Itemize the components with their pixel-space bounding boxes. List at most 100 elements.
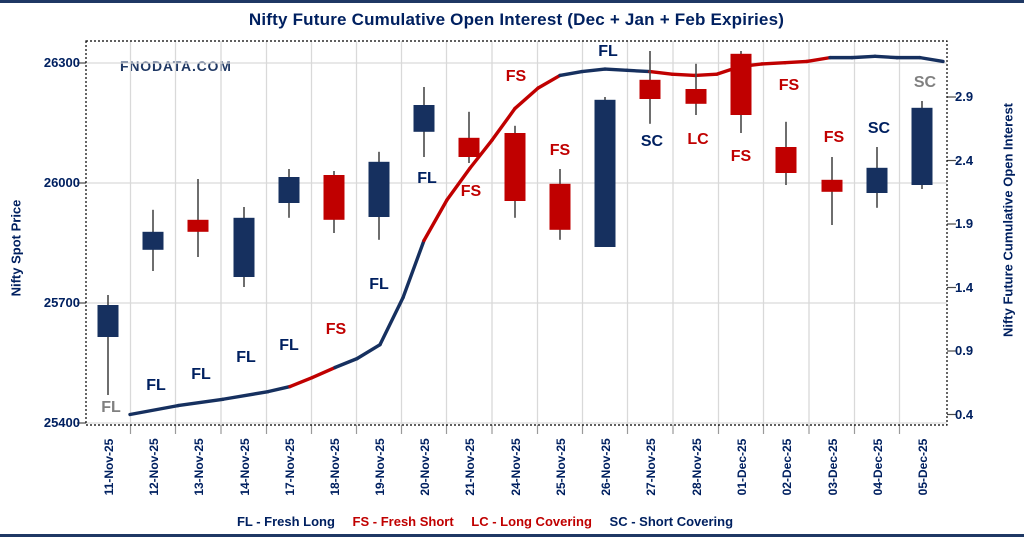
oi-line-segment	[850, 54, 877, 60]
oi-line-segment	[422, 198, 449, 243]
candle-body	[142, 231, 164, 250]
plot-border	[85, 40, 948, 426]
oi-line-segment	[693, 72, 719, 78]
candle-body	[594, 99, 616, 247]
oi-line-segment	[310, 365, 337, 380]
date-label-24-Nov-25: 24-Nov-25	[509, 438, 523, 496]
date-label-25-Nov-25: 25-Nov-25	[554, 438, 568, 496]
right-axis-label-2.9: 2.9	[955, 89, 974, 104]
date-label-13-Nov-25: 13-Nov-25	[192, 438, 206, 496]
oi-line-segment	[536, 73, 562, 90]
candle-body	[911, 107, 933, 185]
candle-tag-26-Nov-25: FL	[598, 43, 618, 60]
candle-tag-17-Nov-25: FL	[279, 337, 299, 354]
date-label-02-Dec-25: 02-Dec-25	[780, 438, 794, 496]
candle-body	[730, 53, 752, 115]
candle-tag-01-Dec-25: FS	[730, 148, 752, 165]
left-axis-label-25700: 25700	[43, 295, 80, 310]
left-axis-title: Nifty Spot Price	[8, 199, 24, 297]
candle-body	[278, 177, 300, 203]
candle-body	[866, 167, 888, 193]
candle-body	[685, 89, 707, 104]
left-axis-label-25400: 25400	[43, 415, 80, 430]
right-axis-label-0.4: 0.4	[955, 406, 974, 422]
oi-line-segment	[288, 375, 314, 389]
date-label-17-Nov-25: 17-Nov-25	[283, 438, 297, 496]
oi-line-segment	[401, 238, 426, 300]
oi-line-segment	[670, 72, 697, 78]
date-label-04-Dec-25: 04-Dec-25	[871, 438, 885, 496]
candle-tag-04-Dec-25: SC	[867, 120, 891, 137]
right-axis-label-2.4: 2.4	[955, 152, 974, 168]
legend-item-fresh-short: FS - Fresh Short	[352, 514, 454, 529]
oi-line-segment	[355, 342, 382, 361]
oi-line-segment	[266, 384, 292, 394]
oi-line-segment	[128, 403, 180, 417]
candle-tag-19-Nov-25: FL	[369, 276, 389, 293]
oi-line-segment	[333, 356, 359, 370]
right-axis-label-0.9: 0.9	[955, 343, 974, 358]
oi-line-segment	[805, 55, 832, 64]
date-label-19-Nov-25: 19-Nov-25	[373, 438, 387, 496]
date-label-01-Dec-25: 01-Dec-25	[735, 438, 749, 496]
oi-line-segment	[603, 67, 629, 73]
candle-body	[368, 161, 390, 217]
date-label-27-Nov-25: 27-Nov-25	[644, 438, 658, 496]
candle-body	[549, 183, 571, 230]
top-border-bar	[0, 0, 1024, 3]
candle-tag-27-Nov-25: SC	[640, 133, 664, 150]
left-axis-label-26000: 26000	[43, 175, 80, 190]
date-label-20-Nov-25: 20-Nov-25	[418, 438, 432, 496]
candle-tag-05-Dec-25: SC	[913, 74, 937, 91]
candle-tag-12-Nov-25: FL	[146, 377, 166, 394]
oi-line-segment	[580, 67, 607, 74]
chart-title: Nifty Future Cumulative Open Interest (D…	[248, 10, 785, 29]
oi-line-segment	[918, 55, 945, 64]
candle-tag-02-Dec-25: FS	[778, 77, 800, 94]
left-axis-label-26300: 26300	[43, 55, 80, 70]
oi-line-segment	[513, 86, 540, 111]
candle-body	[458, 137, 480, 157]
candle-tag-18-Nov-25: FS	[325, 321, 347, 338]
oi-line-segment	[873, 54, 899, 60]
candle-body	[187, 219, 209, 232]
candle-tag-21-Nov-25: FS	[460, 183, 482, 200]
legend-item-fresh-long: FL - Fresh Long	[236, 514, 335, 529]
candle-tag-03-Dec-25: FS	[823, 129, 845, 146]
oi-line-segment	[648, 69, 674, 76]
date-label-18-Nov-25: 18-Nov-25	[328, 438, 342, 496]
candle-tag-14-Nov-25: FL	[236, 349, 256, 366]
candle-body	[775, 147, 797, 173]
date-label-11-Nov-25: 11-Nov-25	[102, 438, 116, 496]
right-axis-label-1.4: 1.4	[955, 279, 974, 295]
right-axis-label-1.9: 1.9	[955, 216, 974, 231]
oi-line-segment	[490, 106, 517, 142]
candle-body	[504, 133, 526, 201]
candle-body	[323, 175, 345, 220]
legend-item-short-covering: SC - Short Covering	[609, 514, 734, 529]
candle-body	[413, 105, 435, 132]
oi-line-segment	[468, 138, 494, 170]
oi-line-segment	[445, 166, 472, 202]
candle-tag-11-Nov-25: FL	[101, 399, 121, 416]
bottom-border-bar	[0, 534, 1024, 537]
candle-body	[821, 179, 843, 192]
date-label-12-Nov-25: 12-Nov-25	[147, 438, 161, 496]
oi-line-segment	[760, 61, 787, 66]
oi-line-segment	[378, 295, 405, 347]
oi-line-segment	[176, 397, 225, 408]
oi-line-segment	[558, 69, 584, 78]
candle-tag-20-Nov-25: FL	[417, 170, 437, 187]
date-label-26-Nov-25: 26-Nov-25	[599, 438, 613, 496]
candle-tag-28-Nov-25: LC	[687, 131, 709, 148]
oi-line-segment	[221, 389, 270, 401]
legend-item-long-covering: LC - Long Covering	[471, 514, 592, 529]
candle-body	[233, 217, 255, 277]
candle-body	[639, 79, 661, 99]
date-label-28-Nov-25: 28-Nov-25	[690, 438, 704, 496]
date-label-05-Dec-25: 05-Dec-25	[916, 438, 930, 496]
date-label-21-Nov-25: 21-Nov-25	[463, 438, 477, 496]
date-label-03-Dec-25: 03-Dec-25	[826, 438, 840, 496]
